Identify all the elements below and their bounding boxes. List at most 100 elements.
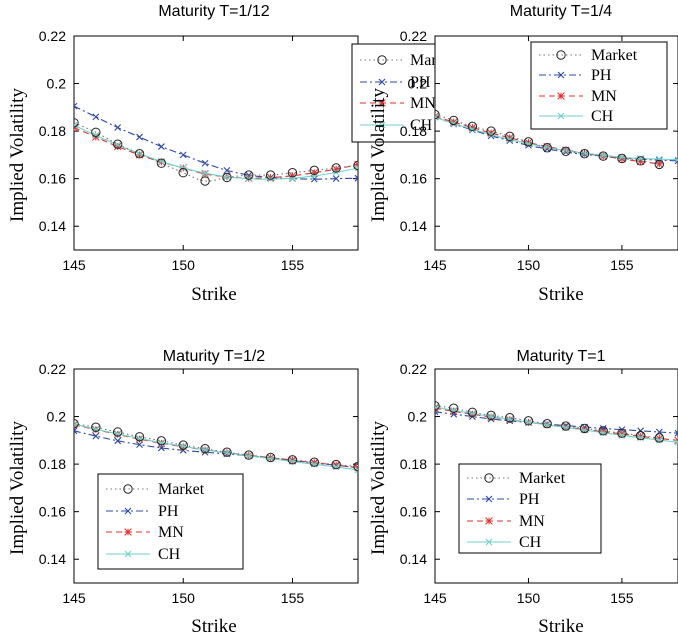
legend-entry-ph: PH: [467, 491, 540, 508]
y-axis-label: Implied Volatility: [368, 88, 389, 222]
data-point-market: [435, 401, 440, 411]
legend-marker-mn: [124, 528, 132, 536]
series-line-ph: [74, 105, 358, 180]
legend-sample-market: [467, 473, 511, 483]
data-point-market: [156, 158, 167, 168]
data-point-ph: [179, 151, 187, 159]
legend-sample-ph: [539, 71, 583, 79]
legend-label-ph: PH: [410, 74, 431, 91]
legend-label-ph: PH: [519, 491, 540, 508]
data-point-mn: [113, 142, 122, 151]
panel-maturity-1: Maturity T=1 Strike Implied Volatility 1…: [368, 348, 678, 637]
data-point-ch: [581, 149, 588, 157]
y-tick-label: 0.22: [400, 28, 427, 44]
legend-box: [97, 473, 244, 570]
legend: Market PH MN CH: [97, 473, 244, 570]
data-point-ch: [468, 410, 476, 417]
data-point-mn: [288, 172, 297, 180]
data-point-market: [156, 436, 167, 446]
data-point-ch: [245, 175, 253, 183]
legend-marker-ph: [557, 71, 565, 79]
data-point-ph: [114, 437, 122, 445]
chart-title: Maturity T=1: [516, 348, 605, 365]
y-tick-label: 0.18: [400, 123, 427, 139]
legend-sample-mn: [539, 92, 583, 100]
y-tick-label: 0.2: [47, 409, 67, 425]
data-point-market: [74, 118, 79, 128]
data-point-market: [309, 165, 320, 176]
data-point-market: [579, 423, 590, 434]
legend-entry-ph: PH: [360, 74, 431, 91]
data-point-mn: [599, 428, 607, 436]
data-point-mn: [332, 165, 340, 173]
legend-entry-market: Market: [539, 47, 638, 64]
y-tick-label: 0.14: [400, 218, 427, 234]
data-point-market: [654, 433, 665, 443]
panel-maturity-1-12: Maturity T=1/12 Strike Implied Volatilit…: [7, 3, 485, 305]
series-layer: [74, 102, 358, 186]
data-point-market: [467, 121, 478, 132]
x-tick-label: 145: [62, 590, 86, 606]
legend-marker-market: [484, 473, 494, 483]
legend-marker-market: [377, 55, 387, 65]
series-layer: [74, 418, 358, 474]
y-tick-label: 0.18: [400, 456, 427, 472]
y-axis-label: Implied Volatility: [368, 421, 389, 555]
data-point-ch: [74, 420, 78, 428]
data-point-mn: [618, 430, 626, 438]
data-point-ch: [354, 164, 358, 172]
data-point-market: [265, 170, 276, 180]
data-point-market: [561, 421, 571, 431]
data-point-mn: [449, 407, 458, 416]
legend-label-ch: CH: [519, 534, 542, 551]
legend-sample-ch: [467, 538, 511, 546]
x-tick-label: 155: [610, 257, 634, 273]
legend-entry-mn: MN: [360, 95, 436, 112]
data-point-ch: [599, 151, 607, 159]
data-point-market: [617, 153, 627, 164]
y-tick-label: 0.18: [39, 456, 66, 472]
legend-sample-market: [360, 55, 404, 65]
data-point-ph: [637, 427, 645, 435]
legend-box: [530, 41, 668, 130]
data-point-market: [222, 172, 232, 183]
y-tick-label: 0.22: [39, 28, 66, 44]
y-tick-label: 0.16: [39, 171, 66, 187]
legend-label-mn: MN: [158, 524, 184, 541]
x-axis-label: Strike: [538, 284, 583, 305]
data-point-market: [112, 427, 123, 437]
x-tick-label: 145: [62, 257, 86, 273]
series-line-ch: [435, 116, 678, 161]
data-point-mn: [636, 157, 645, 166]
legend-entry-ch: CH: [467, 534, 542, 551]
legend-marker-ch: [124, 550, 132, 558]
data-point-market: [265, 452, 276, 463]
data-point-mn: [449, 118, 458, 126]
legend-sample-ph: [360, 78, 404, 86]
data-point-ph: [157, 143, 165, 150]
legend-label-market: Market: [158, 481, 205, 498]
legend-label-mn: MN: [519, 513, 545, 530]
x-tick-label: 150: [517, 257, 541, 273]
legend-entry-ch: CH: [360, 117, 433, 134]
data-point-ch: [92, 132, 100, 139]
series-line-market: [435, 113, 660, 165]
x-axis-label: Strike: [191, 616, 236, 637]
data-point-ph: [74, 427, 78, 435]
data-point-ch: [74, 121, 78, 129]
data-point-ch: [674, 438, 678, 446]
legend-entry-market: Market: [106, 481, 205, 498]
x-tick-label: 155: [281, 590, 305, 606]
x-axis-label: Strike: [538, 616, 583, 637]
legend-marker-ph: [485, 495, 493, 503]
legend: Market PH MN CH: [530, 41, 668, 130]
legend-entry-mn: MN: [539, 88, 617, 105]
x-axis-label: Strike: [191, 284, 236, 305]
data-point-market: [200, 443, 210, 454]
data-point-market: [542, 143, 552, 153]
data-point-mn: [310, 168, 319, 177]
data-point-market: [287, 455, 298, 465]
data-point-mn: [506, 134, 514, 142]
y-tick-label: 0.14: [39, 551, 66, 567]
data-point-market: [244, 450, 254, 460]
